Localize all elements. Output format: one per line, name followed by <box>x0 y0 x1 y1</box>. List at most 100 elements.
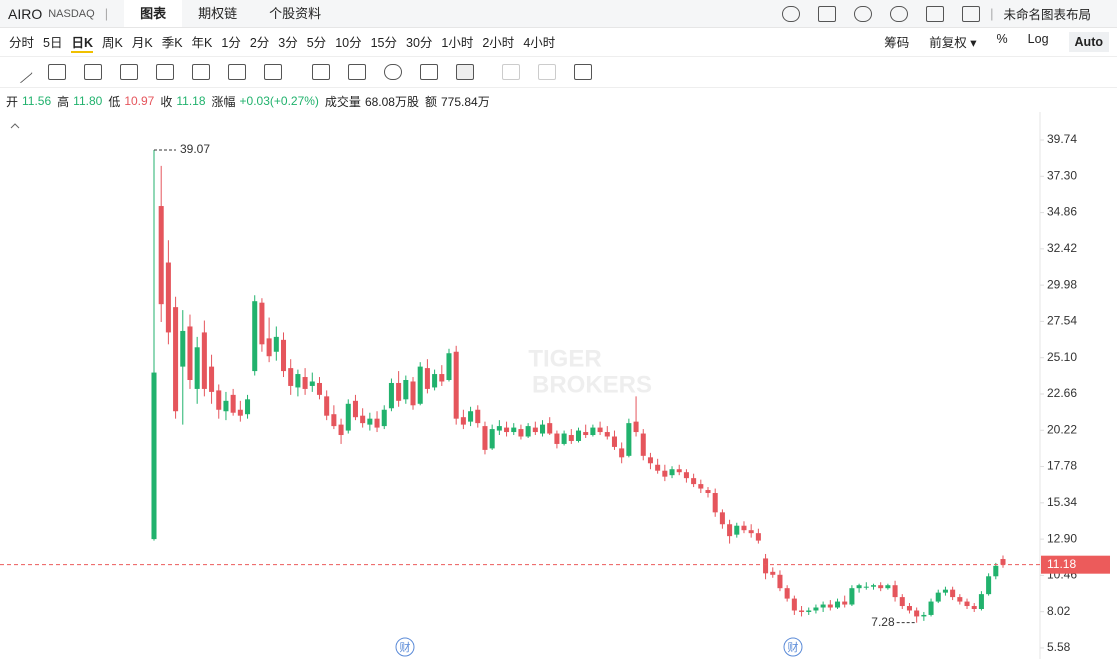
candle-body <box>165 262 171 333</box>
candle-body <box>921 614 927 617</box>
icon[interactable] <box>456 64 474 80</box>
period[interactable]: 分时 <box>9 35 35 50</box>
icon[interactable] <box>156 64 174 80</box>
info-value: +0.03(+0.27%) <box>239 94 319 108</box>
period[interactable]: 1小时 <box>441 35 474 50</box>
candle-body <box>345 403 351 431</box>
period[interactable]: 2分 <box>249 35 270 50</box>
candle-body <box>316 382 323 395</box>
option[interactable]: Auto <box>1068 32 1109 52</box>
period[interactable]: 5分 <box>306 35 327 50</box>
info-label: 成交量 <box>324 94 361 109</box>
icon[interactable] <box>502 64 520 80</box>
y-tick-label: 22.66 <box>1047 386 1077 400</box>
candle-body <box>511 427 517 433</box>
candle-body <box>410 381 416 406</box>
icon[interactable] <box>11 61 33 83</box>
tab[interactable]: 期权链 <box>198 6 238 21</box>
candle-body <box>352 400 358 418</box>
period[interactable]: 15分 <box>370 35 397 50</box>
period[interactable]: 1分 <box>221 35 241 50</box>
icon[interactable] <box>926 5 945 22</box>
collapse-icon[interactable] <box>10 123 20 129</box>
candle-body <box>640 433 646 456</box>
period[interactable]: 4小时 <box>523 35 556 50</box>
event-marker <box>783 637 803 657</box>
candle-body <box>763 558 769 574</box>
period[interactable]: 年K <box>191 35 213 50</box>
icon[interactable] <box>782 5 801 22</box>
candle-body <box>971 606 977 609</box>
option[interactable]: 前复权 ▾ <box>929 36 977 50</box>
period[interactable]: 10分 <box>335 35 362 50</box>
candle-body <box>676 469 682 473</box>
candle-body <box>245 399 251 415</box>
icon[interactable] <box>228 64 246 80</box>
icon[interactable] <box>264 64 282 80</box>
candle-body <box>338 424 344 436</box>
period[interactable]: 5日 <box>43 35 63 50</box>
period[interactable]: 月K <box>131 35 153 50</box>
candle-body <box>604 432 610 437</box>
candle-body <box>741 525 747 531</box>
candle-body <box>525 426 531 437</box>
candle-body <box>842 601 848 605</box>
icon[interactable] <box>538 64 556 80</box>
candle-body <box>360 415 366 424</box>
candle-body <box>252 301 258 372</box>
tab[interactable]: 个股资料 <box>269 6 322 21</box>
info-value: 10.97 <box>124 94 155 108</box>
info-value: 11.18 <box>176 94 206 108</box>
candle-body <box>446 353 452 381</box>
candle-body <box>784 588 790 599</box>
info-value: 68.08万股 <box>364 94 419 109</box>
period[interactable]: 日K <box>71 32 93 53</box>
y-tick-label: 39.74 <box>1047 132 1077 146</box>
candle-body <box>489 429 495 449</box>
candle-body <box>468 411 474 422</box>
tab[interactable]: 图表 <box>124 0 183 27</box>
option[interactable]: Log <box>1027 32 1049 46</box>
candle-body <box>532 427 538 433</box>
candle-body <box>432 374 438 388</box>
candle-body <box>331 414 337 427</box>
icon[interactable] <box>192 64 210 80</box>
candle-body <box>216 390 222 410</box>
icon[interactable] <box>348 64 366 80</box>
period[interactable]: 周K <box>102 35 123 50</box>
candle-body <box>914 610 920 617</box>
icon[interactable] <box>120 64 138 80</box>
candle-body <box>885 585 891 589</box>
period[interactable]: 季K <box>161 35 183 50</box>
candle-body <box>770 571 776 575</box>
candle-body <box>986 576 992 595</box>
period[interactable]: 30分 <box>406 35 433 50</box>
candle-body <box>712 493 718 513</box>
icon[interactable] <box>312 64 330 80</box>
period[interactable]: 2小时 <box>482 35 515 50</box>
option[interactable]: % <box>996 32 1008 46</box>
candle-body <box>655 464 661 471</box>
icon[interactable] <box>84 64 102 80</box>
icon[interactable] <box>574 64 592 80</box>
exchange: NASDAQ <box>48 7 95 20</box>
icon[interactable] <box>384 64 402 80</box>
candle-body <box>180 330 186 367</box>
icon[interactable] <box>962 5 981 22</box>
candle-body <box>669 469 675 476</box>
icon[interactable] <box>890 5 909 22</box>
candle-body <box>856 585 862 589</box>
y-tick-label: 34.86 <box>1047 205 1077 219</box>
period[interactable]: 3分 <box>278 35 298 50</box>
option[interactable]: 筹码 <box>884 36 910 50</box>
icon[interactable] <box>48 64 66 80</box>
icon[interactable] <box>420 64 438 80</box>
candle-body <box>324 396 330 416</box>
icon[interactable] <box>818 5 837 22</box>
icon[interactable] <box>854 5 873 22</box>
candle-body <box>734 525 740 535</box>
candle-body <box>482 426 488 450</box>
layout-name[interactable]: 未命名图表布局 <box>1003 8 1091 22</box>
candle-body <box>547 423 553 434</box>
candle-body <box>755 533 761 541</box>
